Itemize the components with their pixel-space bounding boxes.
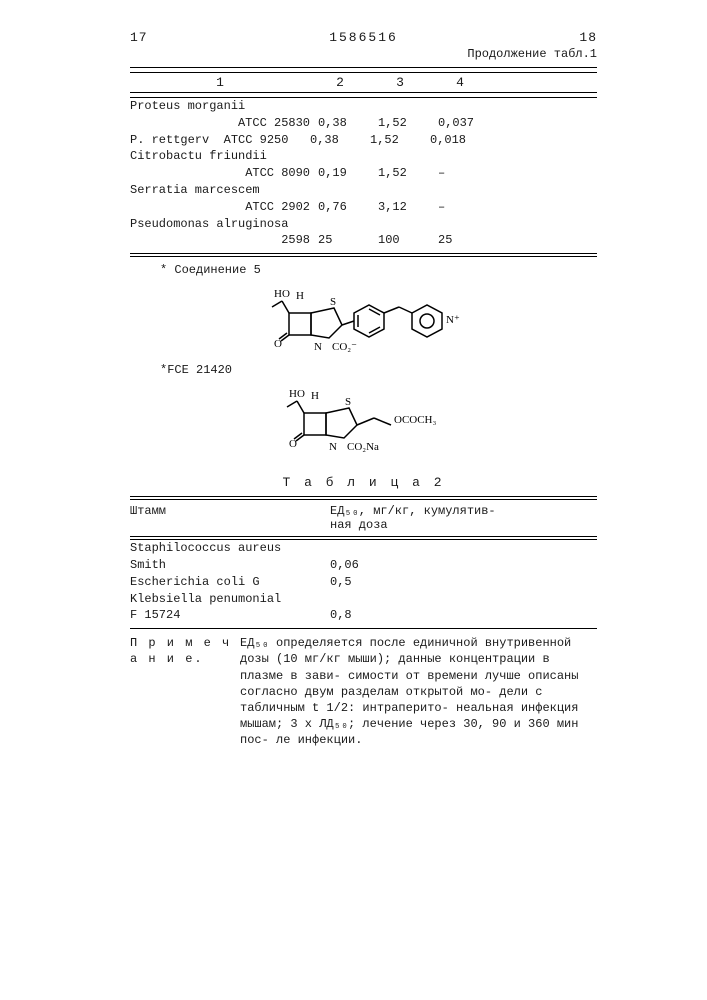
t1-cell: P. rettgerv ATCC 9250 (130, 132, 310, 149)
doc-number: 1586516 (160, 30, 567, 45)
svg-text:N: N (329, 441, 337, 453)
t2-cell: Smith (130, 557, 330, 574)
footnote-label: П р и м е ч а н и е. (130, 635, 240, 748)
t1-cell: ATCC 25830 (130, 115, 318, 132)
table-1: 1 2 3 4 Proteus morganii ATCC 25830 0,38… (130, 67, 597, 257)
t1-head-col1: 1 (130, 75, 310, 90)
t1-cell: 3,12 (378, 199, 438, 216)
t1-cell: 25 (318, 232, 378, 249)
table-2-caption: Т а б л и ц а 2 (130, 475, 597, 490)
t1-cell: 1,52 (378, 115, 438, 132)
svg-text:CO₂Na: CO₂Na (347, 441, 379, 453)
t1-cell: Proteus morganii (130, 98, 310, 115)
page-header: 17 1586516 18 (130, 30, 597, 45)
table-2: Штамм ЕД₅₀, мг/кг, кумулятив- ная доза S… (130, 496, 597, 629)
t2-cell: F 15724 (130, 607, 330, 624)
t2-cell: Klebsiella penumonial (130, 591, 330, 608)
svg-text:H: H (296, 290, 304, 302)
t1-cell: – (438, 165, 498, 182)
svg-text:N: N (314, 341, 322, 353)
t2-head-col1: Штамм (130, 504, 330, 532)
svg-text:HO: HO (289, 388, 305, 400)
t1-cell: – (438, 199, 498, 216)
page-num-right: 18 (567, 30, 597, 45)
t1-cell: 1,52 (378, 165, 438, 182)
t2-cell: 0,8 (330, 607, 597, 624)
t1-cell: 0,037 (438, 115, 498, 132)
t2-cell: Staphilococcus aureus (130, 540, 330, 557)
t1-cell: 0,018 (430, 132, 490, 149)
t1-head-col4: 4 (430, 75, 490, 90)
t1-cell: 0,38 (310, 132, 370, 149)
table-continuation-label: Продолжение табл.1 (130, 47, 597, 61)
svg-text:OCOCH₃: OCOCH₃ (394, 414, 437, 426)
t1-cell: 0,76 (318, 199, 378, 216)
t1-cell: 1,52 (370, 132, 430, 149)
page-num-left: 17 (130, 30, 160, 45)
svg-text:O: O (289, 438, 297, 450)
chemical-structure-2: HO H S O N CO₂Na OCOCH₃ (130, 383, 597, 457)
t1-cell: ATCC 8090 (130, 165, 318, 182)
t1-cell: Serratia marcescem (130, 182, 310, 199)
svg-text:S: S (345, 396, 351, 408)
t1-cell: 2598 (130, 232, 318, 249)
t2-cell: 0,06 (330, 557, 597, 574)
t1-cell: 0,38 (318, 115, 378, 132)
t1-cell: Pseudomonas alruginosa (130, 216, 310, 233)
footnote-body: ЕД₅₀ определяется после единичной внутри… (240, 635, 597, 748)
svg-text:HO: HO (274, 288, 290, 300)
t1-cell: 25 (438, 232, 498, 249)
compound-5-label: * Соединение 5 (160, 263, 597, 277)
t1-cell: Citrobactu friundii (130, 148, 310, 165)
t1-head-col3: 3 (370, 75, 430, 90)
footnote: П р и м е ч а н и е. ЕД₅₀ определяется п… (130, 635, 597, 748)
t2-cell: Escherichia coli G (130, 574, 330, 591)
chemical-structure-1: HO H S O N CO₂⁻ N⁺ (130, 283, 597, 357)
t1-cell: 100 (378, 232, 438, 249)
t2-head-col2: ЕД₅₀, мг/кг, кумулятив- ная доза (330, 504, 597, 532)
svg-text:H: H (311, 390, 319, 402)
svg-text:CO₂⁻: CO₂⁻ (332, 341, 357, 353)
t1-head-col2: 2 (310, 75, 370, 90)
svg-text:S: S (330, 296, 336, 308)
t1-cell: 0,19 (318, 165, 378, 182)
svg-text:O: O (274, 338, 282, 350)
t2-cell: 0,5 (330, 574, 597, 591)
fce-label: *FCE 21420 (160, 363, 597, 377)
t1-cell: ATCC 2902 (130, 199, 318, 216)
svg-text:N⁺: N⁺ (446, 314, 460, 326)
